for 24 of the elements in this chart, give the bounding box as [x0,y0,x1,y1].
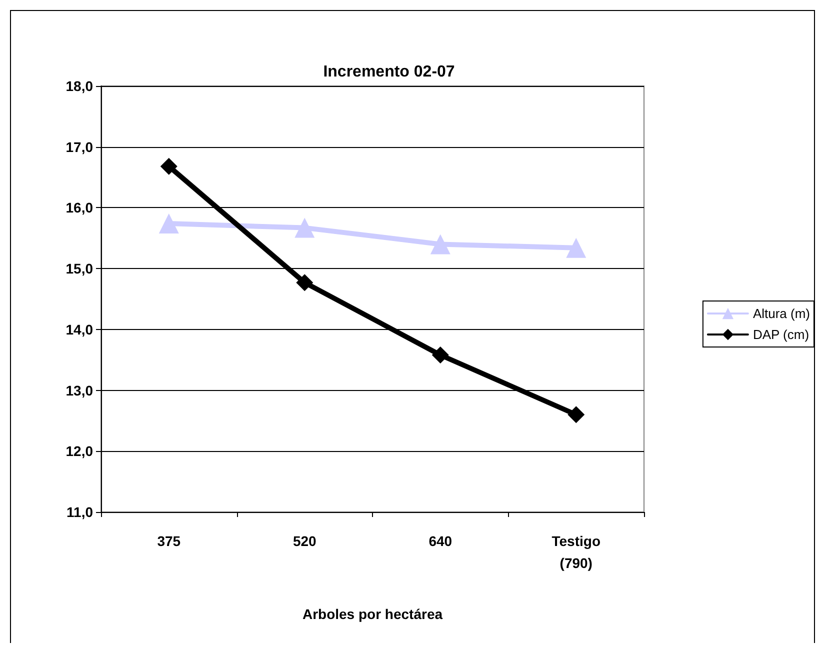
chart-title: Incremento 02-07 [323,64,455,80]
y-tick-label: 16,0 [66,200,94,216]
x-tick-label: 640 [428,533,452,549]
legend-label: DAP (cm) [752,327,810,342]
y-tick-label: 17,0 [66,138,94,155]
point [158,214,179,234]
x-axis-title: Arboles por hectárea [302,606,443,622]
legend-label: Altura (m) [752,306,810,321]
x-tick-label: 375 [157,533,181,549]
y-tick-label: 14,0 [66,321,94,338]
x-tick-label: Testigo (790) [552,533,600,571]
point [294,218,315,238]
y-tick-label: 12,0 [66,443,94,460]
point [568,406,585,424]
point [566,238,586,258]
y-tick-label: 18,0 [66,78,94,94]
point [430,234,450,254]
x-tick-label: 520 [292,533,317,549]
point [296,274,314,292]
point [160,158,178,175]
y-tick-label: 13,0 [66,382,94,398]
y-tick-label: 11,0 [66,504,94,520]
point [432,346,449,364]
y-tick-label: 15,0 [66,260,94,277]
